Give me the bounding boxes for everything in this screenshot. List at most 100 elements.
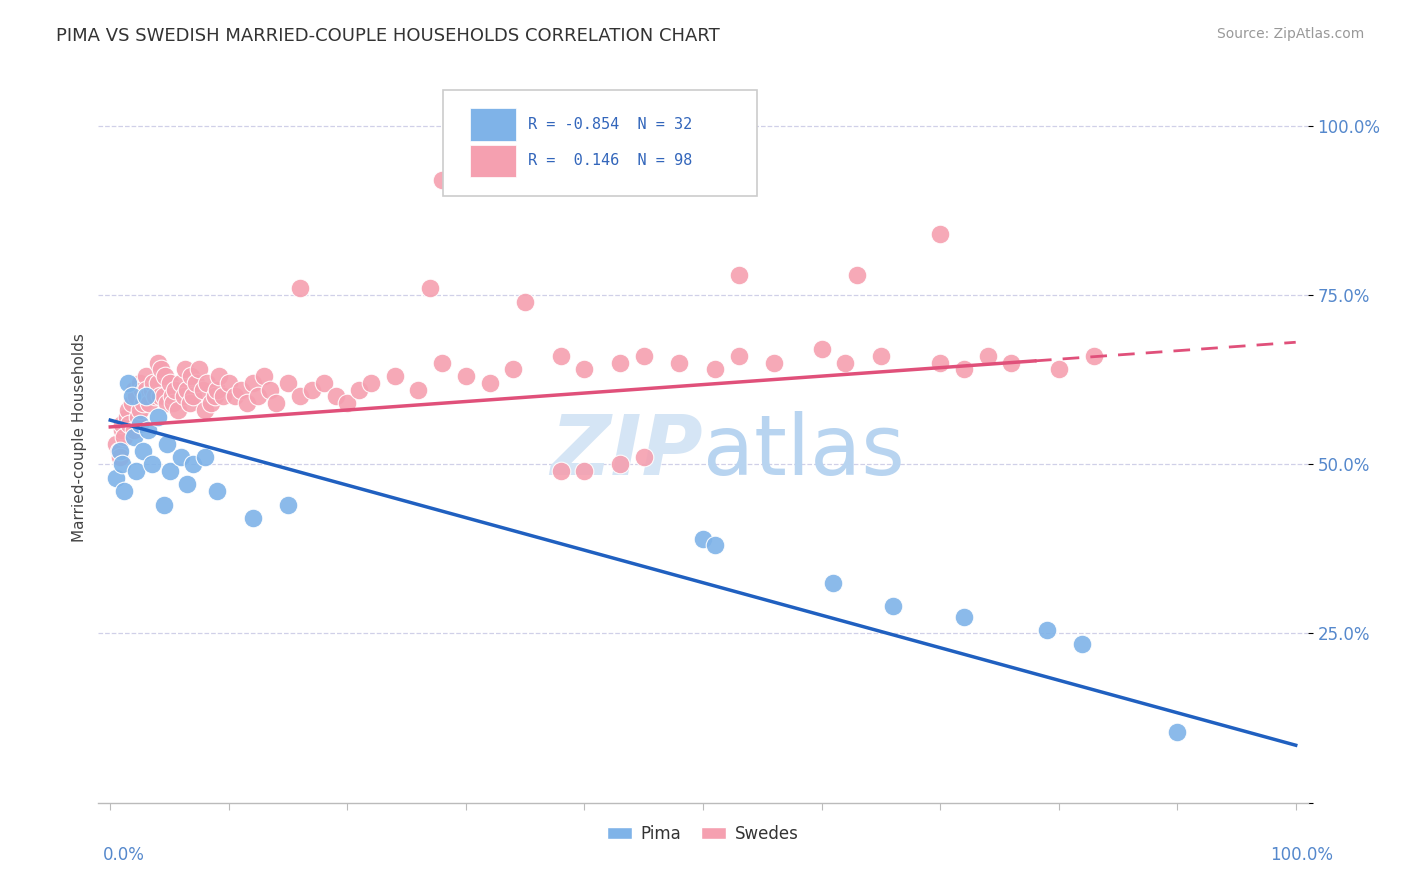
Point [127,409,149,424]
Point [347,383,370,397]
Point [929,355,952,369]
Point [125,464,148,478]
Point [181,389,204,403]
Point [135,369,157,384]
Point [117,376,139,390]
Point [834,355,856,369]
Point [218,376,240,390]
Point [212,389,235,403]
Point [105,437,128,451]
Point [432,355,454,369]
Point [108,450,131,465]
Point [152,498,174,512]
Point [325,389,347,403]
Point [143,389,166,403]
Point [159,464,181,478]
Point [184,376,207,390]
Point [205,383,228,397]
Point [131,383,153,397]
Legend: Pima, Swedes: Pima, Swedes [600,818,806,849]
Point [111,457,134,471]
Point [419,281,441,295]
Point [1047,362,1070,376]
Point [107,443,129,458]
Text: atlas: atlas [703,411,904,492]
Point [146,409,169,424]
Point [179,396,201,410]
Point [117,403,139,417]
Point [810,342,832,356]
Point [301,383,323,397]
Point [574,362,596,376]
Point [823,575,845,590]
Point [976,349,998,363]
Text: ZIP: ZIP [550,411,703,492]
Point [846,268,869,282]
Point [156,396,179,410]
Point [235,396,257,410]
Point [111,423,134,437]
Point [166,403,188,417]
Point [176,383,198,397]
Point [122,423,145,437]
Point [502,362,524,376]
Point [129,376,152,390]
Point [197,376,219,390]
Point [478,376,501,390]
Point [121,396,143,410]
Point [247,389,270,403]
Point [170,376,193,390]
Point [141,457,163,471]
Point [162,396,184,410]
Point [160,389,183,403]
Point [122,430,145,444]
Point [146,376,169,390]
Point [142,376,165,390]
Point [763,355,786,369]
Point [176,477,198,491]
Point [141,383,163,397]
Point [132,443,155,458]
Point [129,417,152,431]
Point [138,396,160,410]
Point [454,369,477,384]
Point [159,376,181,390]
Point [1166,724,1188,739]
Point [149,389,172,403]
Point [135,389,157,403]
Point [668,355,690,369]
Point [312,376,335,390]
Text: R =  0.146  N = 98: R = 0.146 N = 98 [527,153,692,168]
Point [1036,623,1059,637]
Point [952,609,974,624]
Point [174,362,197,376]
Point [259,383,281,397]
Y-axis label: Married-couple Households: Married-couple Households [72,333,87,541]
Point [191,383,214,397]
Point [264,396,287,410]
Point [609,457,631,471]
Text: 0.0%: 0.0% [103,846,145,863]
Point [574,464,596,478]
Point [633,450,655,465]
Point [121,389,143,403]
Point [188,362,211,376]
Point [105,471,128,485]
Point [111,417,134,431]
Point [115,409,138,424]
Point [150,362,173,376]
FancyBboxPatch shape [443,90,758,195]
Point [360,376,382,390]
Point [253,369,276,384]
Point [108,443,131,458]
Text: Source: ZipAtlas.com: Source: ZipAtlas.com [1216,27,1364,41]
Point [165,383,187,397]
Point [242,376,264,390]
Point [125,389,148,403]
Point [727,349,749,363]
Point [1000,355,1022,369]
Text: 100.0%: 100.0% [1270,846,1333,863]
Point [173,389,195,403]
Text: PIMA VS SWEDISH MARRIED-COUPLE HOUSEHOLDS CORRELATION CHART: PIMA VS SWEDISH MARRIED-COUPLE HOUSEHOLD… [56,27,720,45]
Point [692,532,714,546]
